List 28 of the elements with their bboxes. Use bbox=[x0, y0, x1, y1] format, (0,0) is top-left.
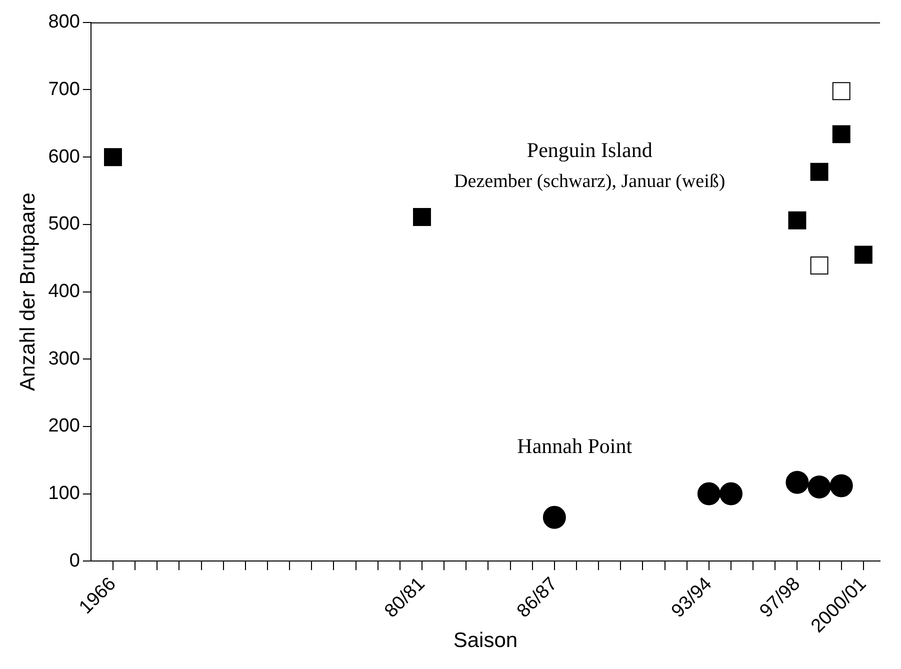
y-tick-label: 600 bbox=[48, 146, 80, 168]
point bbox=[832, 82, 850, 100]
annotation: Hannah Point bbox=[517, 434, 632, 458]
y-tick-label: 200 bbox=[48, 416, 80, 437]
point bbox=[697, 482, 720, 506]
point bbox=[104, 148, 122, 166]
x-axis-title: Saison bbox=[453, 629, 518, 652]
point bbox=[810, 256, 828, 274]
y-tick-label: 100 bbox=[48, 483, 80, 504]
annotation: Dezember (schwarz), Januar (weiß) bbox=[454, 170, 726, 192]
point bbox=[832, 125, 850, 144]
annotation: Penguin Island bbox=[526, 138, 653, 162]
point bbox=[854, 246, 872, 264]
point bbox=[720, 482, 743, 506]
y-tick-label: 0 bbox=[69, 550, 80, 572]
point bbox=[786, 470, 809, 494]
y-axis-title: Anzahl der Brutpaare bbox=[16, 192, 40, 391]
point bbox=[830, 474, 853, 498]
point bbox=[788, 211, 806, 230]
point bbox=[808, 476, 831, 499]
y-tick-label: 800 bbox=[48, 12, 80, 33]
point bbox=[810, 162, 828, 181]
y-tick-label: 300 bbox=[48, 348, 80, 370]
y-tick-label: 700 bbox=[48, 78, 80, 100]
y-tick-label: 500 bbox=[48, 214, 80, 235]
y-tick-label: 400 bbox=[48, 280, 80, 302]
point bbox=[413, 208, 431, 226]
point bbox=[542, 506, 566, 529]
